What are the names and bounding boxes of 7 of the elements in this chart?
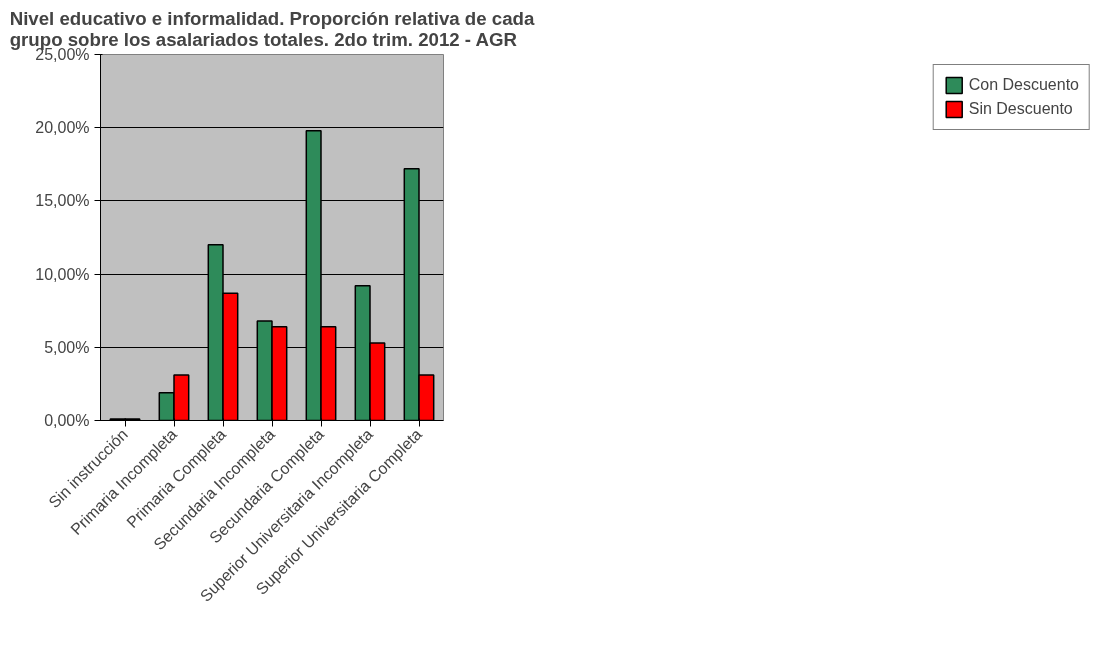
- y-tick-label: 0,00%: [44, 412, 90, 429]
- y-tick-label: 20,00%: [35, 119, 90, 137]
- legend-label: Sin Descuento: [968, 100, 1073, 118]
- y-tick-label: 5,00%: [44, 338, 90, 356]
- legend-label: Con Descuento: [968, 76, 1079, 94]
- y-tick-label: 10,00%: [35, 265, 90, 283]
- y-tick-label: 15,00%: [35, 192, 90, 210]
